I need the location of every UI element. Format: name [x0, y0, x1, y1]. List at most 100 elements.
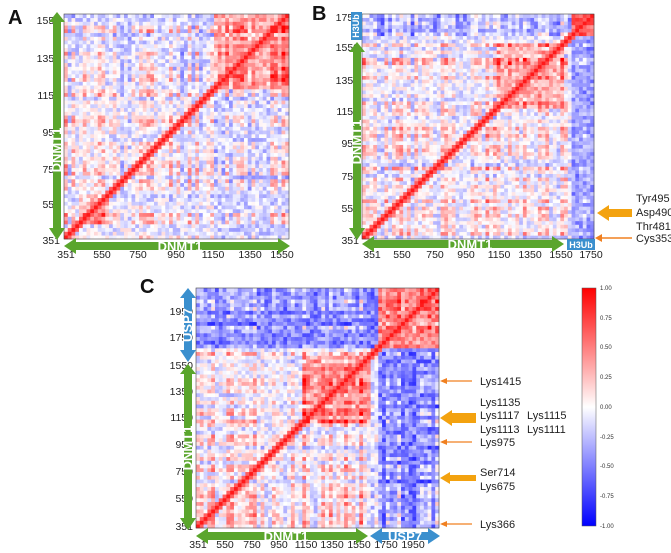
heat-cell: [255, 175, 260, 180]
heat-cell: [191, 122, 196, 127]
heat-cell: [470, 188, 475, 193]
heat-cell: [105, 171, 110, 176]
heatmap-a: [64, 14, 290, 240]
heat-cell: [440, 228, 445, 233]
heat-cell: [86, 21, 91, 26]
heat-cell: [395, 224, 400, 229]
heat-cell: [150, 152, 155, 157]
heat-cell: [567, 220, 572, 225]
heat-cell: [255, 25, 260, 30]
heat-cell: [101, 152, 106, 157]
heat-cell: [537, 202, 542, 207]
heat-cell: [142, 111, 147, 116]
heat-cell: [519, 231, 524, 236]
heat-cell: [131, 107, 136, 112]
heat-cell: [75, 32, 80, 37]
heat-cell: [552, 209, 557, 214]
heat-cell: [560, 162, 565, 167]
heat-cell: [515, 217, 520, 222]
heat-cell: [135, 51, 140, 56]
heat-cell: [365, 177, 370, 182]
heat-cell: [165, 14, 170, 19]
heat-cell: [240, 171, 245, 176]
heat-cell: [391, 213, 396, 218]
heat-cell: [474, 177, 479, 182]
heat-cell: [277, 29, 282, 34]
heat-cell: [116, 92, 121, 97]
heat-cell: [504, 209, 509, 214]
heat-cell: [571, 217, 576, 222]
heat-cell: [199, 235, 204, 240]
heat-cell: [187, 21, 192, 26]
heat-cell: [127, 25, 132, 30]
heat-cell: [236, 156, 241, 161]
heat-cell: [444, 224, 449, 229]
heat-cell: [225, 130, 230, 135]
heat-cell: [526, 191, 531, 196]
heat-cell: [116, 59, 121, 64]
heat-cell: [67, 164, 72, 169]
heat-cell: [139, 167, 144, 172]
heat-cell: [202, 36, 207, 41]
heat-cell: [120, 227, 125, 232]
heat-cell: [101, 164, 106, 169]
heat-cell: [71, 70, 76, 75]
heat-cell: [448, 235, 453, 240]
heat-cell: [127, 44, 132, 49]
heat-cell: [259, 17, 264, 22]
heat-cell: [154, 126, 159, 131]
heat-cell: [406, 162, 411, 167]
heat-cell: [236, 186, 241, 191]
heat-cell: [369, 217, 374, 222]
heat-cell: [139, 175, 144, 180]
heat-cell: [582, 228, 587, 233]
heat-cell: [127, 107, 132, 112]
heat-cell: [232, 179, 237, 184]
heat-cell: [139, 92, 144, 97]
heat-cell: [556, 170, 561, 174]
heat-cell: [274, 197, 279, 202]
heat-cell: [75, 171, 80, 176]
heat-cell: [105, 107, 110, 112]
heat-cell: [202, 134, 207, 139]
heat-cell: [463, 166, 468, 171]
heat-cell: [135, 216, 140, 221]
heat-cell: [142, 21, 147, 26]
heat-cell: [507, 209, 512, 214]
heat-cell: [139, 209, 144, 214]
heat-cell: [526, 202, 531, 207]
heat-cell: [463, 170, 468, 174]
heat-cell: [545, 180, 550, 185]
heat-cell: [259, 164, 264, 169]
heat-cell: [202, 62, 207, 67]
heat-cell: [191, 201, 196, 206]
heat-cell: [109, 111, 114, 116]
heat-cell: [436, 162, 441, 167]
heat-cell: [154, 145, 159, 150]
heat-cell: [214, 55, 219, 60]
heat-cell: [455, 220, 460, 225]
heat-cell: [94, 74, 99, 79]
heat-cell: [545, 177, 550, 182]
heat-cell: [579, 166, 584, 171]
heat-cell: [64, 152, 69, 157]
heat-cell: [97, 216, 102, 221]
heat-cell: [496, 173, 501, 178]
heat-cell: [120, 81, 125, 86]
heat-cell: [552, 162, 557, 167]
heat-cell: [112, 111, 117, 116]
heat-cell: [429, 199, 434, 204]
heat-cell: [380, 228, 385, 233]
heat-cell: [466, 188, 471, 193]
heat-cell: [161, 62, 166, 67]
heat-cell: [421, 195, 426, 200]
heat-cell: [187, 66, 192, 71]
heat-cell: [384, 202, 389, 207]
heat-cell: [172, 175, 177, 180]
heat-cell: [71, 231, 76, 236]
heat-cell: [266, 182, 271, 187]
heat-cell: [79, 186, 84, 191]
heat-cell: [124, 119, 129, 124]
heat-cell: [504, 199, 509, 204]
heat-cell: [169, 115, 174, 120]
